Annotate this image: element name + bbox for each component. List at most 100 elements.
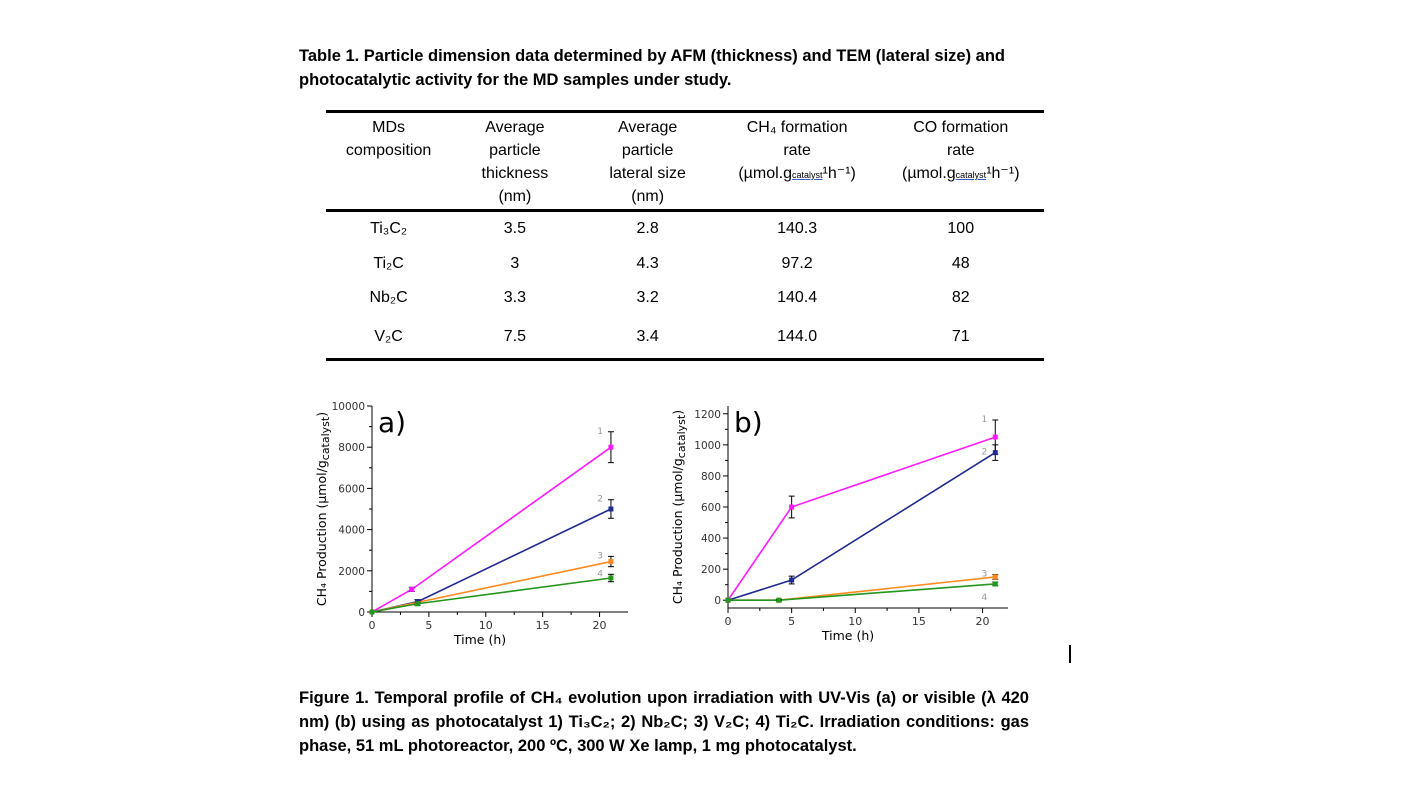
header-line: (nm): [631, 188, 665, 205]
table-header-cell: CH₄ formation rate (µmol.gcatalyst¹h⁻¹): [717, 112, 878, 211]
y-axis-label-close: ): [314, 412, 329, 417]
data-point: [608, 444, 614, 450]
y-tick-label: 800: [701, 471, 721, 483]
data-point: [369, 609, 375, 615]
table-caption: Table 1. Particle dimension data determi…: [299, 47, 1005, 89]
unit-subscript: catalyst: [792, 170, 823, 180]
data-point: [992, 574, 998, 580]
data-point: [409, 586, 415, 592]
table-header-cell: Average particle thickness (nm): [451, 112, 578, 211]
table-cell: 4.3: [636, 254, 659, 272]
series-label: 1: [982, 415, 988, 425]
series-line: [371, 508, 612, 613]
data-point: [789, 577, 795, 583]
table-cell: 3: [510, 254, 520, 272]
panel-label: b): [734, 406, 763, 439]
chart-a-svg: 0 5 10 15 20 0 2000 4000 6000 8000 10000 a) Time (h)…: [314, 401, 628, 647]
table-header-row: MDs composition Average particle thickness (n…: [326, 111, 1044, 211]
x-tick-label: 15: [536, 619, 550, 632]
x-tick-label: 15: [912, 615, 926, 628]
header-line: MDs: [372, 119, 406, 136]
y-axis-label-sub: catalyst: [675, 414, 688, 458]
table-cell: 3.2: [636, 289, 659, 307]
series-label: 1: [597, 427, 603, 437]
table-cell: 144.0: [777, 327, 818, 345]
header-line: particle: [621, 142, 674, 159]
unit-prefix: (µmol.g: [738, 165, 793, 182]
series-label: 3: [597, 551, 603, 561]
y-tick-label: 0: [714, 595, 721, 607]
y-axis-label: CH₄ Production (µmol/gcatalyst): [670, 410, 688, 604]
header-line: composition: [345, 142, 432, 159]
header-line: CH₄ formation: [746, 119, 848, 136]
y-axis-label-close: ): [670, 410, 685, 415]
table-body: Ti₃C₂ 3.5 2.8 140.3 100 Ti₂C 3 4.3 97.2 48 Nb₂C 3.3…: [326, 211, 1044, 359]
table-header-cell: Average particle lateral size (nm): [579, 112, 717, 211]
y-tick-label: 10000: [332, 401, 365, 413]
y-axis-label-sub: catalyst: [319, 416, 332, 460]
series-label: 3: [982, 570, 988, 580]
x-tick-label: 0: [369, 619, 376, 632]
series-line: [727, 451, 996, 601]
table-cell: 7.5: [503, 327, 526, 345]
y-axis-label: CH₄ Production (µmol/gcatalyst): [314, 412, 332, 606]
data-point: [608, 559, 614, 565]
x-tick-label: 0: [725, 615, 732, 628]
y-tick-label: 1000: [694, 440, 721, 452]
table-header-cell: MDs composition: [326, 112, 451, 211]
unit-subscript: catalyst: [955, 170, 987, 180]
y-tick-label: 400: [701, 533, 721, 545]
series-line: [371, 560, 612, 613]
table-header-cell: CO formation rate (µmol.gcatalyst¹h⁻¹): [878, 112, 1044, 211]
x-tick-label: 5: [788, 615, 795, 628]
series-label: 4: [597, 569, 603, 579]
table-row: V₂C 7.5 3.4 144.0 71: [326, 316, 1044, 359]
table-cell: 2.8: [636, 220, 659, 238]
table-cell: 48: [951, 254, 970, 272]
table-cell: Ti₃C₂: [370, 220, 408, 238]
table-cell: V₂C: [374, 327, 403, 345]
table-cell: 3.5: [503, 220, 526, 238]
y-axis-label-main: CH₄ Production (µmol/g: [670, 458, 685, 604]
x-tick-label: 5: [425, 619, 432, 632]
header-line: thickness: [481, 165, 549, 182]
header-line: rate: [946, 142, 975, 159]
header-unit: (µmol.gcatalyst¹h⁻¹): [719, 162, 876, 187]
x-tick-label: 10: [479, 619, 493, 632]
data-point: [992, 434, 998, 440]
data-point: [992, 450, 998, 456]
y-tick-label: 4000: [338, 525, 365, 537]
table-cell: 3.4: [636, 327, 659, 345]
header-line: (nm): [498, 188, 532, 205]
y-tick-label: 0: [358, 607, 365, 619]
y-tick-label: 1200: [694, 409, 721, 421]
table-cell: 140.3: [777, 220, 818, 238]
x-tick-label: 20: [976, 615, 990, 628]
series-label: 2: [597, 495, 603, 505]
chart-panel-a: 0 5 10 15 20 0 2000 4000 6000 8000 10000 a) Time (h)…: [310, 398, 670, 658]
series-line: [727, 436, 996, 601]
x-tick-label: 10: [848, 615, 862, 628]
data-point: [608, 506, 614, 512]
particle-data-table: MDs composition Average particle thickness (n…: [326, 110, 1044, 361]
unit-suffix-text: ¹h⁻¹): [986, 165, 1020, 182]
panel-label: a): [378, 406, 406, 439]
table-header: MDs composition Average particle thickness (n…: [326, 111, 1044, 211]
y-tick-label: 6000: [338, 483, 365, 495]
x-axis-label: Time (h): [821, 628, 874, 643]
unit-prefix: (µmol.g: [902, 165, 956, 182]
text-cursor: [1069, 645, 1071, 663]
series-line: [371, 577, 612, 613]
header-line: Average: [485, 119, 545, 136]
table-row: Ti₃C₂ 3.5 2.8 140.3 100: [326, 211, 1044, 247]
y-tick-label: 600: [701, 502, 721, 514]
y-tick-label: 200: [701, 564, 721, 576]
data-point: [608, 575, 614, 581]
header-line: particle: [489, 142, 541, 159]
header-unit: (µmol.gcatalyst¹h⁻¹): [880, 162, 1042, 187]
table-cell: 140.4: [777, 289, 818, 307]
data-point: [789, 504, 795, 510]
table-cell: Nb₂C: [369, 289, 408, 307]
header-line: CO formation: [913, 119, 1009, 136]
